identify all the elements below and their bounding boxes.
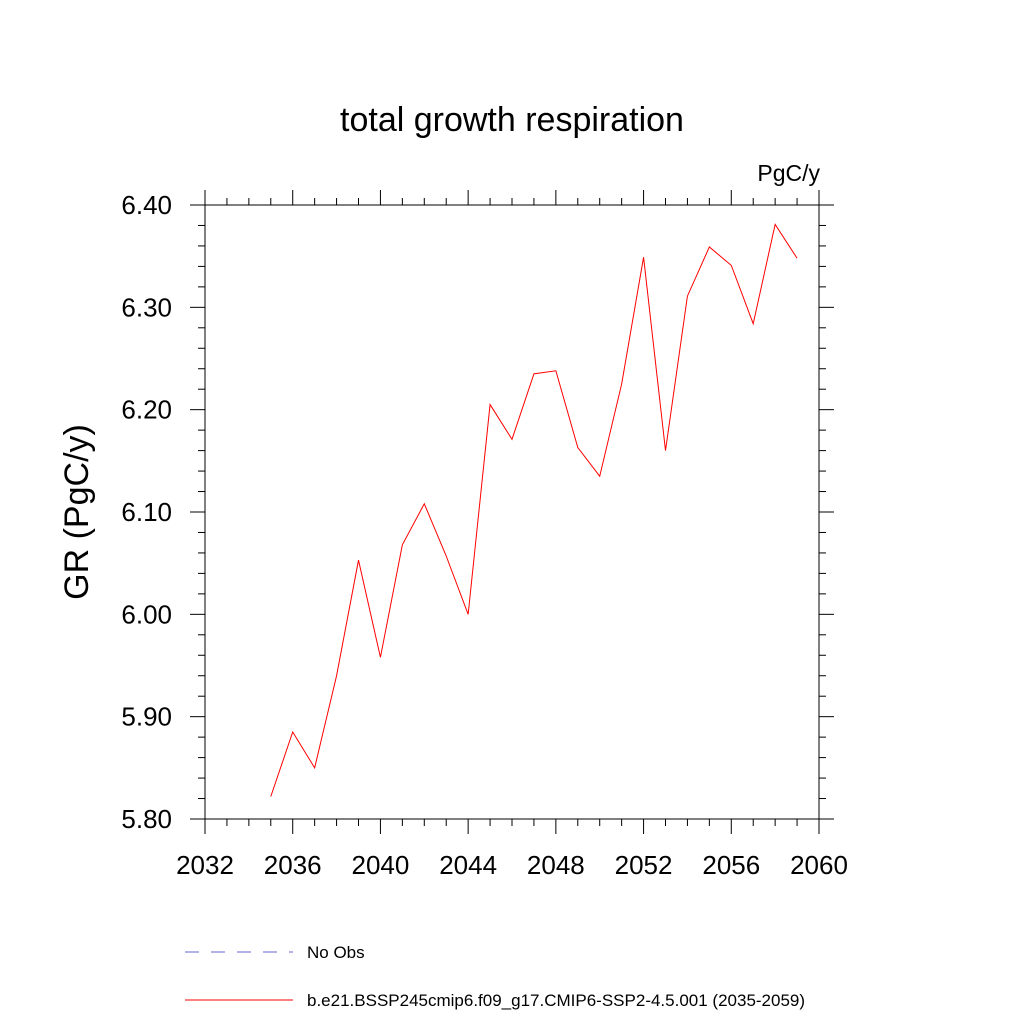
- x-tick-label: 2036: [264, 850, 322, 880]
- units-label: PgC/y: [757, 160, 820, 186]
- x-tick-label: 2032: [176, 850, 234, 880]
- axis-ticks: [190, 190, 834, 834]
- y-tick-label: 6.30: [121, 292, 172, 322]
- x-tick-label: 2056: [702, 850, 760, 880]
- x-tick-label: 2040: [352, 850, 410, 880]
- y-tick-label: 6.40: [121, 190, 172, 220]
- x-tick-label: 2052: [615, 850, 673, 880]
- legend-label: b.e21.BSSP245cmip6.f09_g17.CMIP6-SSP2-4.…: [307, 991, 805, 1010]
- x-tick-label: 2048: [527, 850, 585, 880]
- series-group: [270, 223, 798, 797]
- legend-label: No Obs: [307, 943, 365, 962]
- y-axis-label: GR (PgC/y): [58, 424, 96, 600]
- plot-frame: [204, 204, 820, 820]
- y-tick-label: 6.20: [121, 395, 172, 425]
- axis-tick-labels: 2032 2036 2040 2044 2048 2052 2056 2060 5.80 5.90…: [121, 190, 848, 880]
- y-tick-label: 5.90: [121, 702, 172, 732]
- y-tick-label: 5.80: [121, 804, 172, 834]
- series-line: [270, 223, 798, 797]
- legend: No Obs b.e21.BSSP245cmip6.f09_g17.CMIP6-S…: [185, 943, 805, 1010]
- chart-title: total growth respiration: [340, 101, 684, 139]
- x-tick-label: 2044: [439, 850, 497, 880]
- y-tick-label: 6.00: [121, 599, 172, 629]
- x-tick-label: 2060: [790, 850, 848, 880]
- y-tick-label: 6.10: [121, 497, 172, 527]
